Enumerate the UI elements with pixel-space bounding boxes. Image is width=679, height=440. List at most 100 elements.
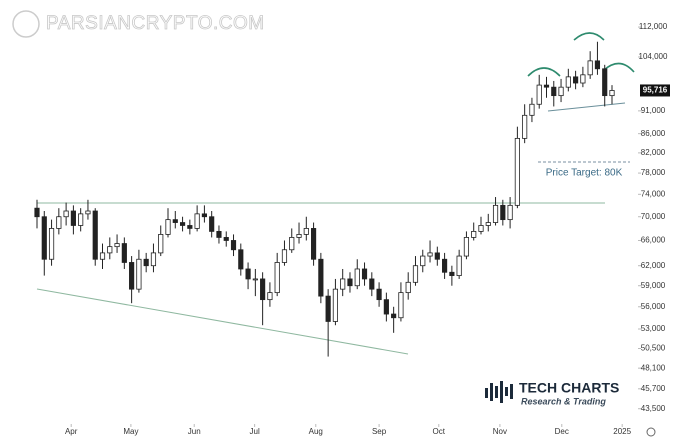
y-tick-label: 50,500 [641,344,666,353]
y-tick-label: 86,000 [641,129,666,138]
watermark-logo [12,10,40,38]
y-tick-label: 56,000 [641,302,666,311]
pattern-arcs [527,32,635,77]
candle-body [150,252,157,267]
candle-body [514,137,520,206]
x-tick-label: Jul [250,427,260,436]
candle-body [325,295,331,322]
candle-body [463,237,470,257]
candle-body [369,278,375,290]
candle-body [274,262,280,294]
candle-body [340,278,346,290]
y-tick-label: 70,000 [641,212,666,221]
candle-body [412,265,419,283]
candle-body [121,243,127,263]
y-tick-label: 91,000 [641,106,666,115]
candle-body [580,74,586,84]
candle-body [172,219,178,223]
candle-body [543,84,550,88]
candle-body [347,278,353,287]
candle-body [63,210,69,218]
y-tick-label: 78,000 [641,168,666,177]
candle-body [420,255,426,267]
candle-body [310,228,317,260]
candle-body [56,216,62,229]
candle-body [383,299,389,315]
candle-body [500,204,506,221]
candle-body [434,252,440,260]
candle-body [376,288,382,301]
x-tick-label: Sep [372,427,387,436]
candle-body [478,225,484,232]
candle-body [398,292,404,319]
candle-body [558,86,564,97]
brand-name: TECH CHARTS [519,380,619,396]
right-shoulder [603,62,635,73]
candle-body [281,249,288,263]
candle-body [223,237,229,241]
y-tick-label: 66,000 [641,236,666,245]
candle-body [602,68,608,97]
candle-body [99,252,106,260]
candle-body [85,210,91,215]
candle-body [267,292,273,301]
candle-body [361,268,368,280]
candle-body [296,234,302,238]
x-tick-label: Nov [493,427,507,436]
settings-icon[interactable] [646,427,656,437]
candle-body [536,84,542,105]
x-tick-label: Dec [555,427,569,436]
y-tick-label: 48,100 [641,363,666,372]
candle-body [209,216,215,232]
annotation: Price Target: 80K [546,168,623,179]
candle-body [136,258,142,290]
x-tick-label: Oct [433,427,446,436]
y-tick-label: 45,700 [641,384,666,393]
candle-body [48,228,55,260]
candle-body [158,234,164,254]
candle-body [92,210,98,260]
x-tick-label: Apr [65,427,78,436]
neckline [547,102,626,112]
y-tick-label: 82,000 [641,148,666,157]
candle-body [427,252,433,257]
y-tick-label: 112,000 [639,22,668,31]
candle-body [449,271,455,276]
candle-body [354,268,360,287]
y-tick-label: 104,000 [639,52,668,61]
candle-body [522,114,528,139]
candle-body [187,225,193,229]
candle-body [201,213,207,218]
candle-body [143,258,149,267]
candle-body [260,278,266,301]
candle-body [230,240,237,251]
candle-body [216,231,222,238]
y-tick-label: 43,500 [641,404,666,413]
candle-body [485,222,491,226]
candle-body [129,262,135,290]
axes: 43,500 45,700 48,100 50,500 53,000 56,000 59,0… [65,22,670,436]
candle-body [34,207,40,218]
candle-body [107,246,113,254]
candle-body [529,103,535,116]
x-tick-label: 2025 [613,427,631,436]
brand-logo [485,381,513,403]
y-tick-label: 53,000 [641,324,666,333]
candle-body [391,313,397,319]
left-shoulder [527,67,561,77]
y-tick-label: 59,000 [641,281,666,290]
candle-body [609,90,615,97]
x-tick-label: May [123,427,138,436]
candle-body [587,60,593,76]
candle-body [179,222,186,226]
candle-body [456,255,462,276]
candle-body [289,237,295,251]
watermark: PARSIANCRYPTO.COM [46,13,265,34]
candle-body [114,243,120,248]
candle-body [238,249,244,270]
candle-body [551,86,557,97]
candles [34,41,615,357]
candle-body [70,210,76,226]
candle-body [332,288,339,322]
